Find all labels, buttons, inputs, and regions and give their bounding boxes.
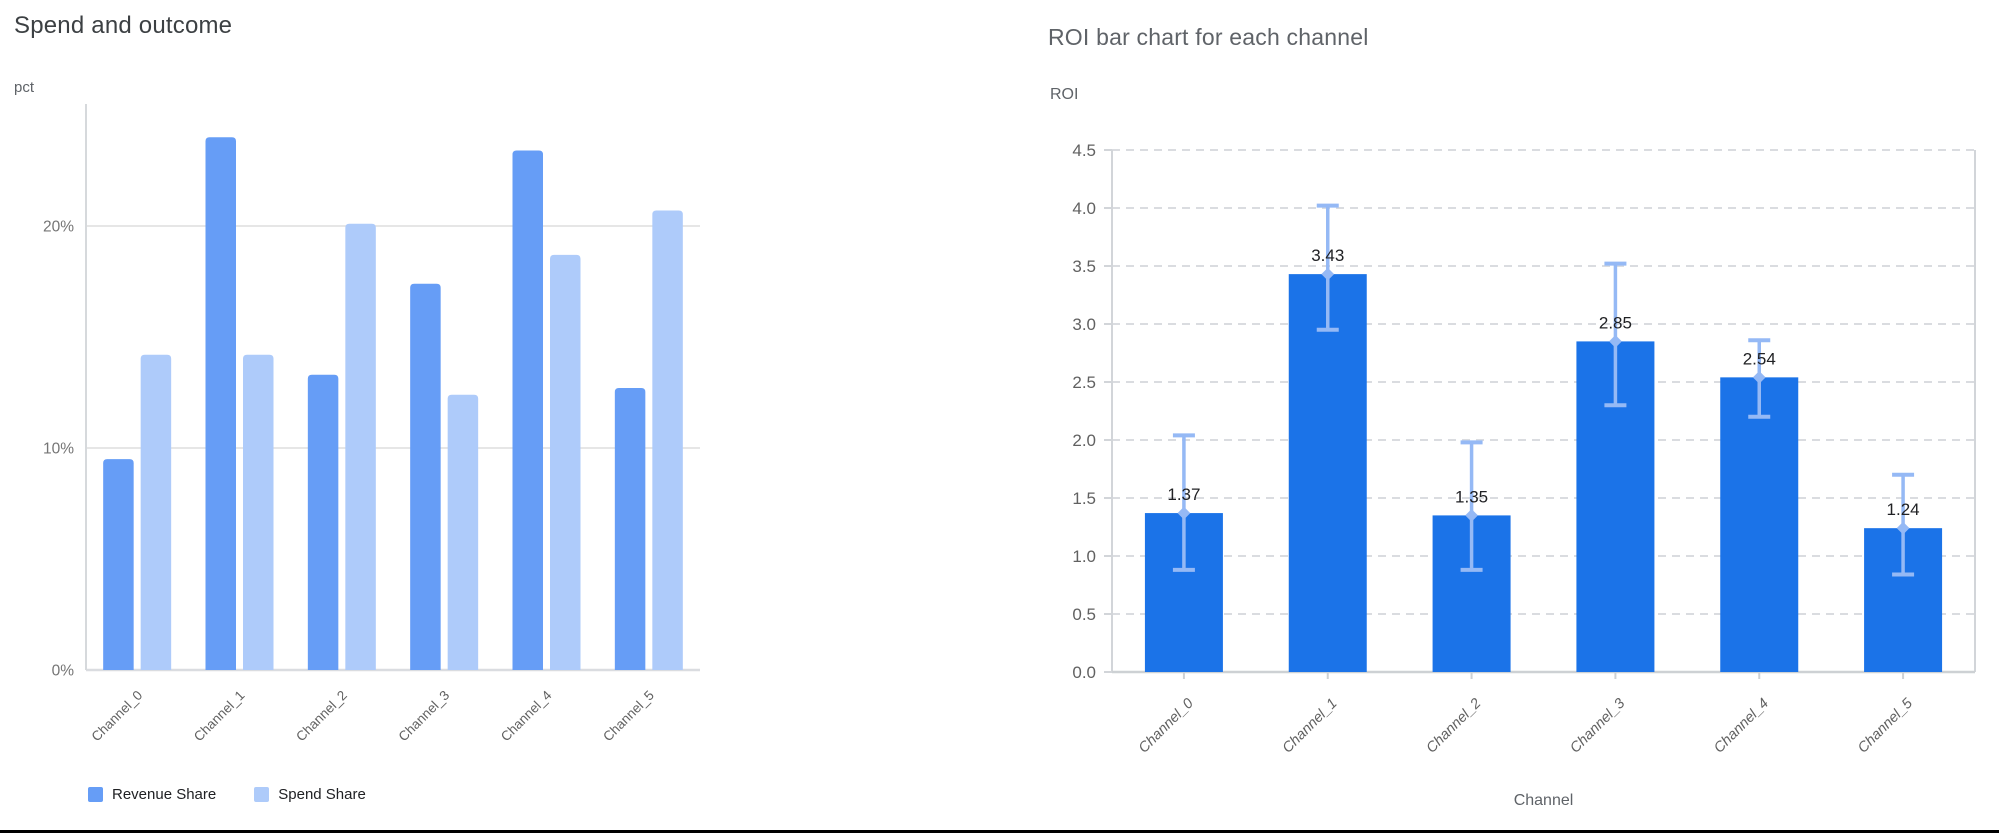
y-tick-label: 3.5 bbox=[1072, 257, 1096, 276]
roi-x-axis-label: Channel bbox=[1513, 792, 1574, 809]
category-label: Channel_3 bbox=[1567, 696, 1628, 757]
bar bbox=[140, 354, 172, 670]
category-label: Channel_4 bbox=[1711, 696, 1772, 757]
category-label: Channel_1 bbox=[1280, 696, 1341, 757]
y-tick-label: 20% bbox=[43, 219, 74, 236]
legend-swatch bbox=[254, 787, 270, 802]
y-tick-label: 2.0 bbox=[1072, 431, 1096, 450]
y-tick-label: 4.0 bbox=[1072, 199, 1096, 218]
category-label: Channel_2 bbox=[293, 688, 350, 745]
legend-label: Spend Share bbox=[278, 786, 366, 803]
bar bbox=[307, 374, 339, 670]
bar bbox=[345, 223, 376, 670]
y-tick-label: 3.0 bbox=[1072, 315, 1096, 334]
roi-chart: 0.0 0.5 1.0 1.5 2.0 2.5 3.0 3.5 4.0 4.5 1.37 Channe… bbox=[820, 0, 1999, 838]
bar bbox=[103, 459, 134, 670]
category-label: Channel_2 bbox=[1423, 696, 1484, 757]
bar bbox=[652, 210, 683, 670]
value-label: 3.43 bbox=[1311, 246, 1344, 265]
category-label: Channel_3 bbox=[395, 688, 452, 745]
y-tick-label: 2.5 bbox=[1072, 373, 1096, 392]
bar bbox=[1720, 377, 1799, 672]
roi-y-axis-label: ROI bbox=[1050, 86, 1079, 103]
category-label: Channel_4 bbox=[498, 687, 555, 744]
error-bar-marker bbox=[1609, 335, 1622, 348]
spend-outcome-chart-canvas: 0% 10% 20% Channel_0 Channel_1 Channel_2 Chann… bbox=[43, 104, 700, 745]
legend-label: Revenue Share bbox=[112, 786, 217, 803]
bar bbox=[205, 137, 236, 670]
page-title: Spend and outcome bbox=[14, 12, 233, 39]
category-label: Channel_0 bbox=[1136, 696, 1197, 757]
legend-swatch bbox=[88, 787, 103, 802]
spend-outcome-chart: 0% 10% 20% Channel_0 Channel_1 Channel_2 Chann… bbox=[0, 0, 780, 838]
bar bbox=[614, 388, 646, 670]
value-label: 1.24 bbox=[1887, 500, 1920, 519]
y-tick-label: 0.0 bbox=[1072, 663, 1096, 682]
value-label: 2.85 bbox=[1599, 313, 1632, 332]
y-tick-label: 1.0 bbox=[1072, 547, 1096, 566]
roi-chart-canvas: 0.0 0.5 1.0 1.5 2.0 2.5 3.0 3.5 4.0 4.5 1.37 Channe… bbox=[1072, 141, 1976, 757]
bar bbox=[1288, 274, 1367, 672]
bar bbox=[410, 283, 441, 670]
y-tick-label: 1.5 bbox=[1072, 489, 1096, 508]
bottom-divider bbox=[0, 830, 1999, 833]
bar bbox=[512, 150, 543, 670]
bar bbox=[243, 354, 274, 670]
y-tick-label: 4.5 bbox=[1072, 141, 1096, 160]
legend: Revenue Share Spend Share bbox=[88, 786, 366, 803]
category-label: Channel_5 bbox=[1855, 695, 1917, 757]
error-bar-marker bbox=[1465, 509, 1478, 522]
value-label: 2.54 bbox=[1743, 349, 1776, 368]
bar bbox=[550, 254, 581, 671]
error-bar-marker bbox=[1177, 506, 1191, 520]
roi-chart-title: ROI bar chart for each channel bbox=[1048, 24, 1369, 50]
legend-item-spend-share: Spend Share bbox=[254, 786, 366, 803]
category-label: Channel_5 bbox=[600, 688, 657, 745]
legend-item-revenue-share: Revenue Share bbox=[88, 786, 216, 803]
value-label: 1.37 bbox=[1167, 485, 1200, 504]
y-tick-label: 10% bbox=[43, 441, 74, 458]
y-tick-label: 0% bbox=[52, 663, 75, 680]
bar bbox=[447, 394, 479, 670]
y-tick-label: 0.5 bbox=[1072, 605, 1096, 624]
value-label: 1.35 bbox=[1455, 487, 1488, 506]
category-label: Channel_1 bbox=[191, 688, 248, 745]
left-y-axis-unit-label: pct bbox=[14, 79, 35, 96]
category-label: Channel_0 bbox=[88, 688, 145, 745]
